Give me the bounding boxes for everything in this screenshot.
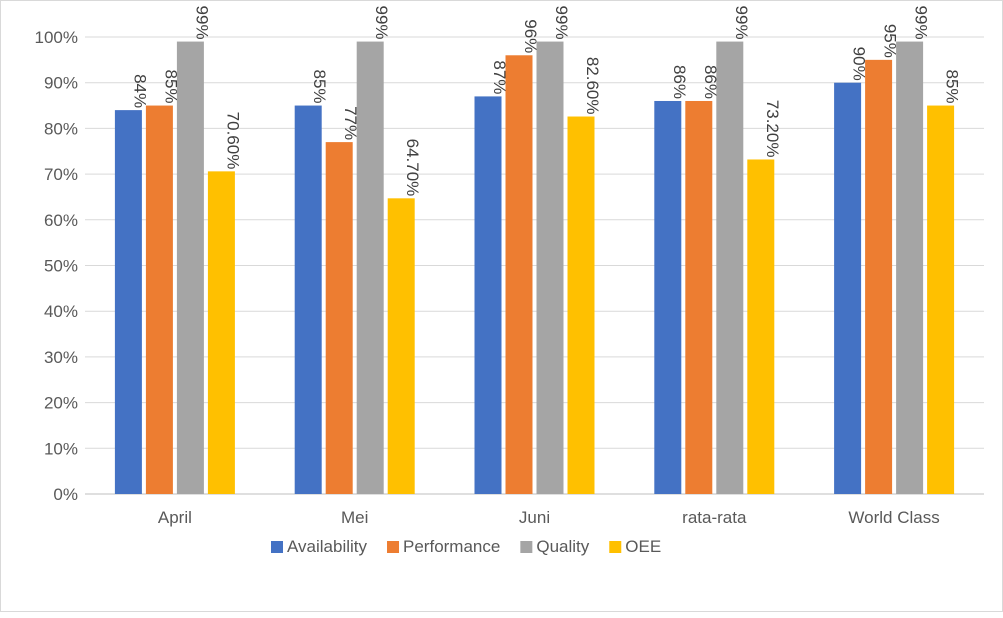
data-label: 77% <box>341 106 360 140</box>
bar-performance-rata-rata <box>685 100 713 494</box>
bar-oee-juni <box>567 116 595 494</box>
data-label: 70.60% <box>223 112 242 170</box>
data-label: 99% <box>372 6 391 40</box>
bar-oee-world-class <box>927 105 955 495</box>
data-label: 86% <box>670 65 689 99</box>
data-label: 64.70% <box>403 139 422 197</box>
y-axis-ticks: 0% 10% 20% 30% 40% 50% 60% 70% 80% 90% 100% <box>35 28 78 504</box>
y-tick-label: 90% <box>44 74 78 93</box>
y-tick-label: 40% <box>44 302 78 321</box>
legend-label-performance: Performance <box>403 537 500 556</box>
x-category-label: World Class <box>848 508 939 527</box>
y-tick-label: 60% <box>44 211 78 230</box>
data-label: 84% <box>130 74 149 108</box>
bar-performance-mei <box>325 142 353 495</box>
data-label: 85% <box>161 70 180 104</box>
data-label: 85% <box>310 70 329 104</box>
bar-availability-juni <box>474 96 502 494</box>
bar-performance-world-class <box>865 59 893 494</box>
data-label: 82.60% <box>583 57 602 115</box>
legend: Availability Performance Quality OEE <box>271 537 661 556</box>
bar-performance-april <box>145 105 173 495</box>
legend-label-oee: OEE <box>625 537 661 556</box>
data-label: 86% <box>701 65 720 99</box>
bar-quality-april <box>176 41 204 494</box>
y-tick-label: 20% <box>44 394 78 413</box>
data-label: 99% <box>732 6 751 40</box>
bar-oee-mei <box>387 198 415 495</box>
data-label: 99% <box>912 6 931 40</box>
data-label: 96% <box>521 19 540 53</box>
data-label: 90% <box>850 47 869 81</box>
y-tick-label: 10% <box>44 439 78 458</box>
y-tick-label: 0% <box>53 485 78 504</box>
x-category-label: April <box>158 508 192 527</box>
bar-availability-world-class <box>834 82 862 494</box>
data-labels: 84% 85% 99% 70.60% 85% 77% 99% 64.70% 87% 96% 99% 8… <box>130 6 961 197</box>
bar-quality-world-class <box>896 41 924 494</box>
data-label: 99% <box>552 6 571 40</box>
data-label: 85% <box>943 70 962 104</box>
bar-availability-april <box>114 110 142 495</box>
bar-availability-rata-rata <box>654 100 682 494</box>
y-tick-label: 50% <box>44 257 78 276</box>
bar-oee-april <box>207 171 235 494</box>
bar-quality-rata-rata <box>716 41 744 494</box>
bar-quality-juni <box>536 41 564 494</box>
legend-swatch-availability <box>271 541 283 553</box>
x-axis-categories: April Mei Juni rata-rata World Class <box>158 508 940 527</box>
y-tick-label: 30% <box>44 348 78 367</box>
legend-swatch-quality <box>520 541 533 553</box>
x-category-label: rata-rata <box>682 508 747 527</box>
data-label: 99% <box>192 6 211 40</box>
data-label: 95% <box>881 24 900 58</box>
legend-label-availability: Availability <box>287 537 368 556</box>
bar-quality-mei <box>356 41 384 494</box>
y-tick-label: 80% <box>44 119 78 138</box>
bar-availability-mei <box>294 105 322 495</box>
bar-oee-rata-rata <box>747 159 775 494</box>
y-tick-label: 100% <box>35 28 78 47</box>
data-label: 87% <box>490 60 509 94</box>
x-category-label: Mei <box>341 508 368 527</box>
legend-label-quality: Quality <box>536 537 589 556</box>
bar-performance-juni <box>505 55 533 494</box>
x-category-label: Juni <box>519 508 550 527</box>
bars <box>114 41 955 495</box>
legend-swatch-oee <box>609 541 622 553</box>
legend-swatch-performance <box>387 541 400 553</box>
data-label: 73.20% <box>763 100 782 158</box>
y-tick-label: 70% <box>44 165 78 184</box>
